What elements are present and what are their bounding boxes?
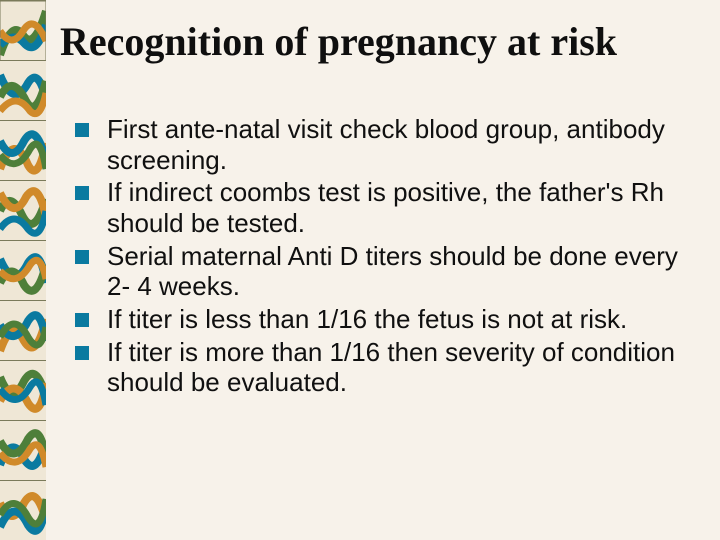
square-bullet-icon: [75, 313, 89, 327]
strip-cell: [0, 360, 46, 420]
strip-cell: [0, 480, 46, 540]
square-bullet-icon: [75, 346, 89, 360]
square-bullet-icon: [75, 250, 89, 264]
decorative-left-strip: [0, 0, 46, 540]
square-bullet-icon: [75, 186, 89, 200]
bullet-list: First ante-natal visit check blood group…: [75, 114, 685, 400]
strip-cell: [0, 180, 46, 240]
bullet-item: If indirect coombs test is positive, the…: [75, 177, 685, 238]
bullet-text: If titer is less than 1/16 the fetus is …: [107, 304, 685, 335]
bullet-item: If titer is less than 1/16 the fetus is …: [75, 304, 685, 335]
square-bullet-icon: [75, 123, 89, 137]
slide: Recognition of pregnancy at risk First a…: [0, 0, 720, 540]
strip-cell: [0, 300, 46, 360]
strip-cell: [0, 420, 46, 480]
bullet-item: First ante-natal visit check blood group…: [75, 114, 685, 175]
bullet-item: If titer is more than 1/16 then severity…: [75, 337, 685, 398]
strip-cell: [0, 60, 46, 120]
strip-cell: [0, 0, 46, 60]
strip-cell: [0, 120, 46, 180]
bullet-text: First ante-natal visit check blood group…: [107, 114, 685, 175]
bullet-text: If titer is more than 1/16 then severity…: [107, 337, 685, 398]
bullet-item: Serial maternal Anti D titers should be …: [75, 241, 685, 302]
bullet-text: If indirect coombs test is positive, the…: [107, 177, 685, 238]
bullet-text: Serial maternal Anti D titers should be …: [107, 241, 685, 302]
strip-cell: [0, 240, 46, 300]
slide-title: Recognition of pregnancy at risk: [60, 18, 700, 65]
